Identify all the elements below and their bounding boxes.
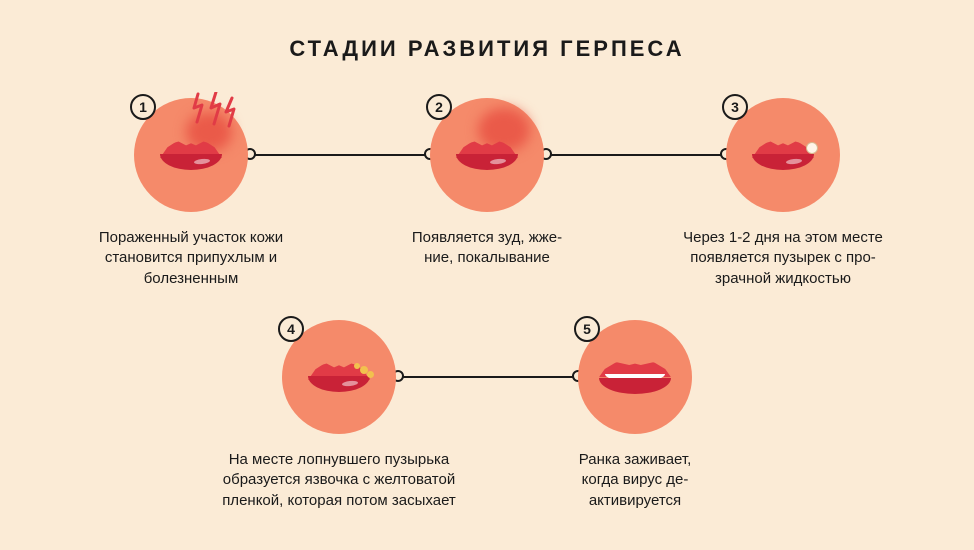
stage-number-badge: 4 — [278, 316, 304, 342]
lips-icon — [308, 362, 370, 392]
stage-number-badge: 1 — [130, 94, 156, 120]
page-title: СТАДИИ РАЗВИТИЯ ГЕРПЕСА — [0, 0, 974, 62]
stage-number: 4 — [287, 321, 295, 337]
stage-4-desc: На месте лопнувшего пузырька образуется … — [196, 450, 482, 511]
stage-2-circle: 2 — [430, 98, 544, 212]
stage-3-desc: Через 1-2 дня на этом месте появляется п… — [672, 228, 894, 289]
connector-4-5 — [396, 376, 578, 378]
stage-4-circle: 4 — [282, 320, 396, 434]
stage-1-circle: 1 — [134, 98, 248, 212]
stage-2-desc: Появляется зуд, жже- ние, покалывание — [392, 228, 582, 269]
connector-1-2 — [248, 154, 430, 156]
lips-icon — [752, 140, 814, 170]
stage-number: 5 — [583, 321, 591, 337]
stage-number-badge: 5 — [574, 316, 600, 342]
scab-icon — [354, 363, 360, 369]
pain-bolt-icon — [192, 92, 236, 130]
stage-number-badge: 2 — [426, 94, 452, 120]
stage-5-desc: Ранка заживает, когда вирус де- активиру… — [550, 450, 720, 511]
lips-icon — [456, 140, 518, 170]
connector-2-3 — [544, 154, 726, 156]
blister-icon — [806, 142, 818, 154]
stage-number: 1 — [139, 99, 147, 115]
stage-number: 3 — [731, 99, 739, 115]
stage-3-circle: 3 — [726, 98, 840, 212]
stage-number-badge: 3 — [722, 94, 748, 120]
lips-icon — [160, 140, 222, 170]
stage-1-desc: Пораженный участок кожи становится припу… — [86, 228, 296, 289]
scab-icon — [367, 371, 374, 378]
smile-icon — [599, 360, 671, 394]
stage-5-circle: 5 — [578, 320, 692, 434]
stage-number: 2 — [435, 99, 443, 115]
